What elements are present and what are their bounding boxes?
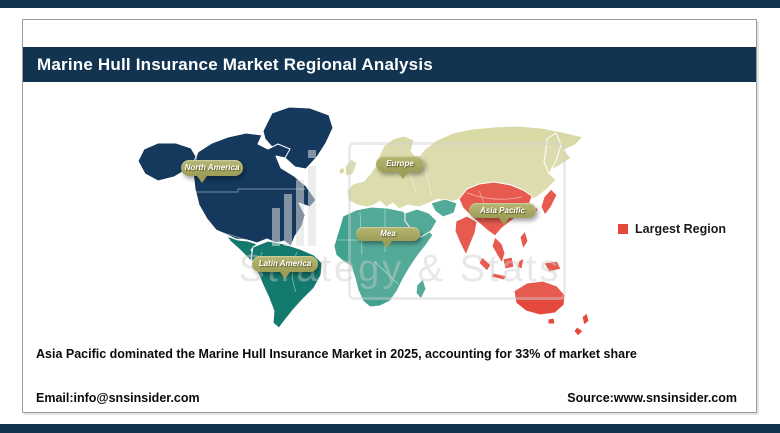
footer-email: Email:info@snsinsider.com (36, 391, 200, 405)
watermark-logo-bar (284, 194, 292, 246)
watermark-logo-bar (272, 208, 280, 246)
watermark-logo-bar (308, 166, 316, 246)
map-label-latin-america: Latin America (252, 256, 318, 279)
legend: Largest Region (618, 222, 726, 236)
bottom-border-strip (0, 424, 780, 433)
map-label-north-america: North America (181, 160, 243, 183)
caption-text: Asia Pacific dominated the Marine Hull I… (36, 347, 637, 361)
title-bar (23, 47, 756, 82)
footer-source: Source:www.snsinsider.com (567, 391, 737, 405)
watermark-logo-dot (308, 150, 316, 158)
watermark-logo-bar (296, 180, 304, 246)
region-europe (338, 125, 584, 210)
map-label-asia-pacific: Asia Pacific (469, 203, 536, 225)
top-border-strip (0, 0, 780, 8)
legend-label: Largest Region (635, 222, 726, 236)
map-label-mea: Mea (356, 227, 420, 248)
page-title: Marine Hull Insurance Market Regional An… (37, 55, 433, 74)
map-label-europe: Europe (376, 156, 424, 179)
legend-swatch-largest-region (618, 224, 628, 234)
